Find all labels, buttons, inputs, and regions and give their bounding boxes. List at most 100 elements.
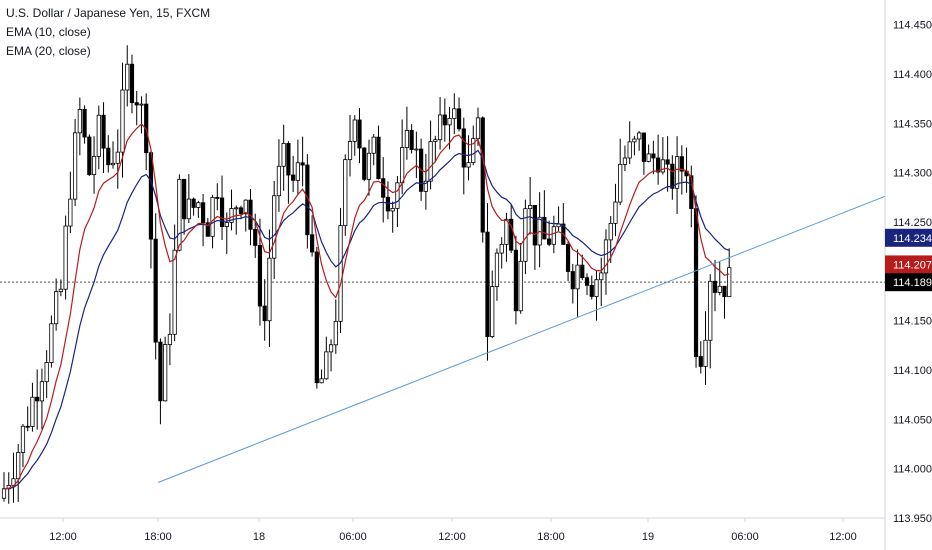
- candle-body: [200, 202, 206, 224]
- candle-body: [390, 207, 395, 212]
- candle-body: [110, 162, 116, 166]
- candle-body: [679, 156, 684, 172]
- candle-body: [163, 344, 168, 402]
- candle-body: [82, 109, 87, 138]
- candle-body: [63, 225, 68, 290]
- trendline[interactable]: [157, 195, 886, 483]
- time-tick-label: 12:00: [438, 531, 466, 543]
- candle-body: [314, 251, 319, 384]
- candle-body: [257, 245, 263, 307]
- candle-body: [660, 159, 665, 173]
- candle-body: [651, 153, 656, 159]
- candle-body: [148, 152, 154, 240]
- candle-body: [589, 284, 594, 297]
- candle-body: [219, 197, 225, 228]
- candle-body: [357, 119, 362, 149]
- candle-body: [641, 132, 647, 162]
- candle-body: [632, 138, 637, 143]
- candle-body: [234, 207, 239, 210]
- time-tick-label: 12:00: [49, 531, 77, 543]
- candle-body: [77, 109, 82, 134]
- price-tick-label: 114.450: [893, 20, 932, 32]
- candle-body: [333, 320, 338, 346]
- candle-body: [485, 231, 490, 337]
- candle-body: [182, 178, 187, 220]
- indicator-ema-10-label[interactable]: EMA (10, close): [6, 25, 91, 39]
- price-tick-label: 114.400: [893, 69, 932, 81]
- price-badge: [885, 255, 932, 274]
- candle-body: [395, 182, 400, 209]
- candle-body: [580, 264, 585, 279]
- candle-body: [708, 280, 713, 341]
- indicator-ema-20-label[interactable]: EMA (20, close): [6, 44, 91, 58]
- symbol-title[interactable]: U.S. Dollar / Japanese Yen, 15, FXCM: [6, 6, 211, 20]
- candle-body: [347, 141, 353, 161]
- candle-body: [243, 199, 248, 215]
- candle-body: [575, 264, 580, 290]
- candle-body: [627, 141, 632, 159]
- candle-body: [461, 128, 466, 168]
- time-tick-label: 18: [253, 531, 265, 543]
- candle-body: [542, 216, 547, 240]
- candle-body: [196, 202, 201, 208]
- candle-body: [139, 103, 144, 106]
- price-tick-label: 114.150: [893, 316, 932, 328]
- candle-body: [262, 305, 267, 322]
- candle-body: [513, 249, 519, 312]
- candle-body: [324, 351, 329, 380]
- candle-body: [309, 234, 315, 253]
- time-axis[interactable]: 12:00 18:00 18 06:00 12:00 18:00 19 06:00 12:00: [49, 518, 857, 543]
- price-badge-label: 114.207: [893, 259, 932, 271]
- candle-body: [466, 162, 471, 168]
- candle-body: [153, 238, 158, 343]
- candle-body: [622, 157, 628, 165]
- candle-body: [172, 249, 177, 335]
- candle-body: [717, 285, 722, 293]
- candle-body: [101, 114, 106, 149]
- price-tick-label: 114.250: [893, 217, 932, 229]
- candle-body: [191, 198, 196, 208]
- time-tick-label: 18:00: [537, 531, 565, 543]
- candle-body: [371, 136, 376, 154]
- candle-body: [698, 356, 703, 367]
- candle-body: [186, 198, 191, 220]
- candle-body: [471, 138, 476, 164]
- candle-body: [499, 243, 504, 254]
- candle-body: [281, 143, 286, 167]
- candle-body: [205, 222, 210, 237]
- candle-body: [376, 136, 381, 180]
- candle-body: [437, 114, 443, 141]
- candle-body: [646, 153, 651, 162]
- candle-body: [727, 267, 732, 298]
- candle-body: [272, 195, 277, 259]
- candle-body: [381, 178, 386, 198]
- candle-body: [490, 286, 495, 337]
- price-badges: 114.234 114.207 114.189: [885, 228, 932, 292]
- time-tick-label: 19: [642, 531, 654, 543]
- candle-body: [518, 260, 523, 312]
- price-badge-label: 114.189: [893, 277, 932, 289]
- candle-body: [224, 222, 229, 228]
- candle-body: [599, 272, 604, 281]
- price-badge: [885, 228, 932, 247]
- price-badge-label: 114.234: [893, 233, 932, 245]
- candle-body: [35, 396, 40, 402]
- candle-body: [385, 196, 391, 212]
- candle-body: [480, 117, 485, 233]
- candle-body: [547, 238, 552, 245]
- candle-body: [96, 114, 101, 157]
- time-tick-label: 18:00: [144, 531, 172, 543]
- candle-body: [210, 196, 215, 237]
- time-tick-label: 12:00: [829, 531, 857, 543]
- price-tick-label: 114.000: [893, 464, 932, 476]
- candle-body: [665, 159, 670, 165]
- candle-body: [125, 63, 130, 91]
- candle-body: [68, 198, 73, 227]
- candle-body: [134, 102, 139, 106]
- candle-body: [656, 157, 661, 173]
- candle-body: [115, 151, 120, 164]
- candle-body: [106, 147, 111, 166]
- candle-body: [712, 280, 718, 293]
- candle-body: [565, 244, 571, 272]
